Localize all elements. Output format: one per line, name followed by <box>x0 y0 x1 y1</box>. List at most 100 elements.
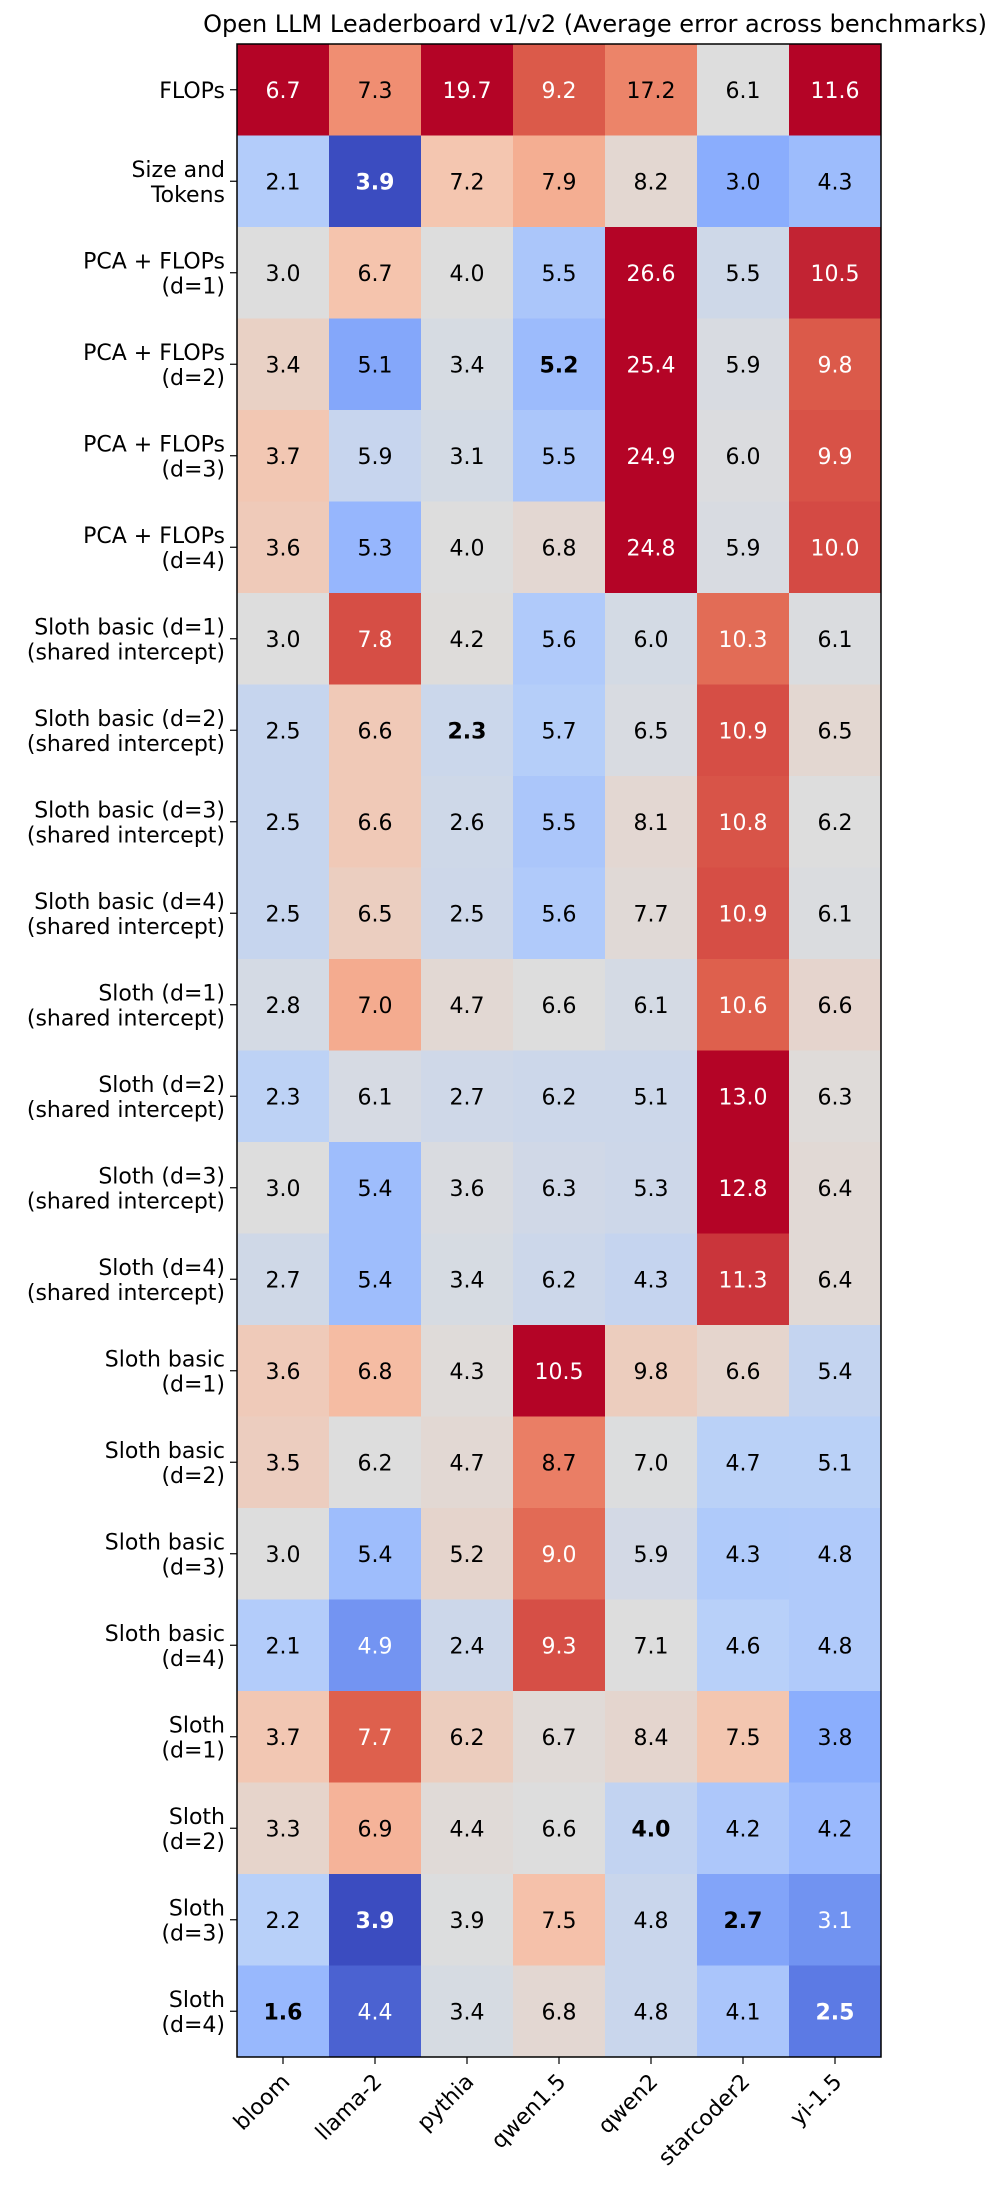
cell-value-r6-c6: 6.1 <box>818 628 853 653</box>
heatmap-cell-r3-c5 <box>697 318 790 411</box>
heatmap-cell-r17-c3 <box>513 1599 606 1692</box>
heatmap-cell-r15-c4 <box>605 1416 698 1509</box>
cell-value-r19-c5: 4.2 <box>726 1817 761 1842</box>
heatmap-cell-r11-c4 <box>605 1050 698 1143</box>
cell-value-r19-c4: 4.0 <box>632 1817 671 1842</box>
heatmap-cell-r21-c1 <box>329 1965 422 2058</box>
heatmap-cell-r16-c0 <box>237 1508 330 1600</box>
heatmap-cell-r20-c0 <box>237 1874 330 1966</box>
cell-value-r13-c4: 4.3 <box>634 1268 669 1293</box>
cell-value-r14-c4: 9.8 <box>634 1360 669 1385</box>
heatmap-cell-r7-c2 <box>421 684 514 777</box>
cell-value-r9-c4: 7.7 <box>634 902 669 927</box>
cell-value-r0-c1: 7.3 <box>358 79 393 104</box>
heatmap-cell-r17-c4 <box>605 1599 698 1692</box>
cell-value-r19-c2: 4.4 <box>450 1817 485 1842</box>
cell-value-r11-c3: 6.2 <box>542 1085 577 1110</box>
cell-value-r4-c3: 5.5 <box>542 445 577 470</box>
cell-value-r12-c1: 5.4 <box>358 1177 393 1202</box>
heatmap-cell-r12-c1 <box>329 1142 422 1234</box>
cell-value-r17-c6: 4.8 <box>818 1634 853 1659</box>
cell-value-r14-c5: 6.6 <box>726 1360 761 1385</box>
cell-value-r13-c6: 6.4 <box>818 1268 853 1293</box>
heatmap-cell-r15-c0 <box>237 1416 330 1509</box>
heatmap-cell-r1-c2 <box>421 135 514 228</box>
cell-value-r9-c1: 6.5 <box>358 902 393 927</box>
cell-value-r3-c0: 3.4 <box>266 353 301 378</box>
cell-value-r21-c4: 4.8 <box>634 2000 669 2025</box>
heatmap-cell-r12-c3 <box>513 1142 606 1234</box>
heatmap-cell-r14-c2 <box>421 1325 514 1417</box>
cell-value-r11-c5: 13.0 <box>719 1085 768 1110</box>
cell-value-r17-c5: 4.6 <box>726 1634 761 1659</box>
cell-value-r4-c6: 9.9 <box>818 445 853 470</box>
heatmap-cell-r21-c6 <box>789 1965 882 2058</box>
heatmap-cell-r16-c4 <box>605 1508 698 1600</box>
heatmap-cell-r4-c0 <box>237 410 330 502</box>
heatmap-cell-r14-c4 <box>605 1325 698 1417</box>
cell-value-r3-c3: 5.2 <box>540 353 579 378</box>
cell-value-r5-c4: 24.8 <box>627 536 676 561</box>
cell-value-r3-c1: 5.1 <box>358 353 393 378</box>
heatmap-cell-r7-c0 <box>237 684 330 777</box>
heatmap-cell-r3-c2 <box>421 318 514 411</box>
heatmap-cell-r18-c1 <box>329 1691 422 1783</box>
row-label-18: Sloth (d=1) <box>161 1713 225 1763</box>
cell-value-r10-c2: 4.7 <box>450 994 485 1019</box>
column-label-qwen2: qwen2 <box>594 2070 664 2140</box>
cell-value-r2-c2: 4.0 <box>450 262 485 287</box>
cell-value-r13-c0: 2.7 <box>266 1268 301 1293</box>
heatmap-cell-r18-c3 <box>513 1691 606 1783</box>
heatmap-cell-r7-c1 <box>329 684 422 777</box>
row-label-13: Sloth (d=4) (shared intercept) <box>27 1256 225 1306</box>
cell-value-r20-c1: 3.9 <box>356 1909 395 1934</box>
heatmap-cell-r9-c6 <box>789 867 882 960</box>
heatmap-cell-r8-c2 <box>421 776 514 868</box>
cell-value-r21-c1: 4.4 <box>358 2000 393 2025</box>
cell-value-r13-c3: 6.2 <box>542 1268 577 1293</box>
heatmap-cell-r2-c2 <box>421 227 514 319</box>
row-label-3: PCA + FLOPs (d=2) <box>83 341 225 391</box>
cell-value-r18-c2: 6.2 <box>450 1726 485 1751</box>
cell-value-r17-c1: 4.9 <box>358 1634 393 1659</box>
cell-value-r1-c5: 3.0 <box>726 170 761 195</box>
heatmap-cell-r18-c0 <box>237 1691 330 1783</box>
cell-value-r1-c2: 7.2 <box>450 170 485 195</box>
row-label-8: Sloth basic (d=3) (shared intercept) <box>27 798 225 848</box>
cell-value-r17-c3: 9.3 <box>542 1634 577 1659</box>
cell-value-r12-c5: 12.8 <box>719 1177 768 1202</box>
cell-value-r8-c2: 2.6 <box>450 811 485 836</box>
heatmap-cell-r17-c5 <box>697 1599 790 1692</box>
heatmap-cell-r9-c3 <box>513 867 606 960</box>
cell-value-r9-c3: 5.6 <box>542 902 577 927</box>
heatmap-cell-r9-c5 <box>697 867 790 960</box>
heatmap-cell-r4-c6 <box>789 410 882 502</box>
row-label-16: Sloth basic (d=3) <box>105 1530 225 1580</box>
cell-value-r8-c1: 6.6 <box>358 811 393 836</box>
cell-value-r0-c6: 11.6 <box>811 79 860 104</box>
cell-value-r5-c3: 6.8 <box>542 536 577 561</box>
cell-value-r3-c6: 9.8 <box>818 353 853 378</box>
cell-value-r8-c4: 8.1 <box>634 811 669 836</box>
heatmap-cell-r19-c0 <box>237 1782 330 1875</box>
cell-value-r20-c0: 2.2 <box>266 1909 301 1934</box>
cell-value-r16-c1: 5.4 <box>358 1543 393 1568</box>
row-label-0: FLOPs <box>159 79 225 104</box>
heatmap-cell-r19-c3 <box>513 1782 606 1875</box>
cell-value-r7-c3: 5.7 <box>542 719 577 744</box>
heatmap-cell-r4-c5 <box>697 410 790 502</box>
heatmap-cell-r18-c6 <box>789 1691 882 1783</box>
cell-value-r14-c1: 6.8 <box>358 1360 393 1385</box>
heatmap-cell-r14-c6 <box>789 1325 882 1417</box>
heatmap-cell-r13-c3 <box>513 1233 606 1326</box>
cell-value-r4-c2: 3.1 <box>450 445 485 470</box>
cell-value-r15-c0: 3.5 <box>266 1451 301 1476</box>
column-label-starcoder2: starcoder2 <box>654 2070 755 2171</box>
cell-value-r19-c0: 3.3 <box>266 1817 301 1842</box>
heatmap-cell-r12-c0 <box>237 1142 330 1234</box>
heatmap-cell-r18-c5 <box>697 1691 790 1783</box>
row-label-12: Sloth (d=3) (shared intercept) <box>27 1164 225 1214</box>
cell-value-r13-c1: 5.4 <box>358 1268 393 1293</box>
heatmap-cell-r19-c4 <box>605 1782 698 1875</box>
cell-value-r16-c5: 4.3 <box>726 1543 761 1568</box>
